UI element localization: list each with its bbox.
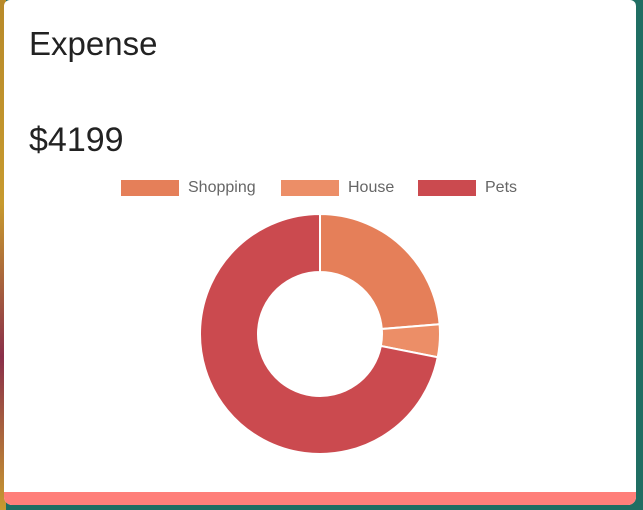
legend-swatch-house: [281, 180, 339, 196]
chart-legend: Shopping House Pets: [4, 178, 636, 200]
legend-label-shopping: Shopping: [188, 179, 256, 196]
legend-label-pets: Pets: [485, 179, 518, 196]
legend-item-pets[interactable]: Pets: [418, 178, 517, 198]
card-title: Expense: [29, 25, 158, 62]
doughnut-chart: [199, 212, 441, 455]
legend-item-shopping[interactable]: Shopping: [121, 178, 256, 198]
expense-card: Expense $4199 Shopping House Pets: [4, 0, 636, 505]
expense-amount: $4199: [29, 121, 124, 159]
slice-pets[interactable]: [199, 212, 439, 455]
legend-swatch-shopping: [121, 180, 179, 196]
slice-shopping[interactable]: [319, 212, 441, 331]
legend-item-house[interactable]: House: [281, 178, 394, 198]
legend-swatch-pets: [418, 180, 476, 196]
background-strip: [0, 0, 6, 510]
legend-label-house: House: [348, 179, 395, 196]
card-accent-bar: [4, 492, 636, 505]
